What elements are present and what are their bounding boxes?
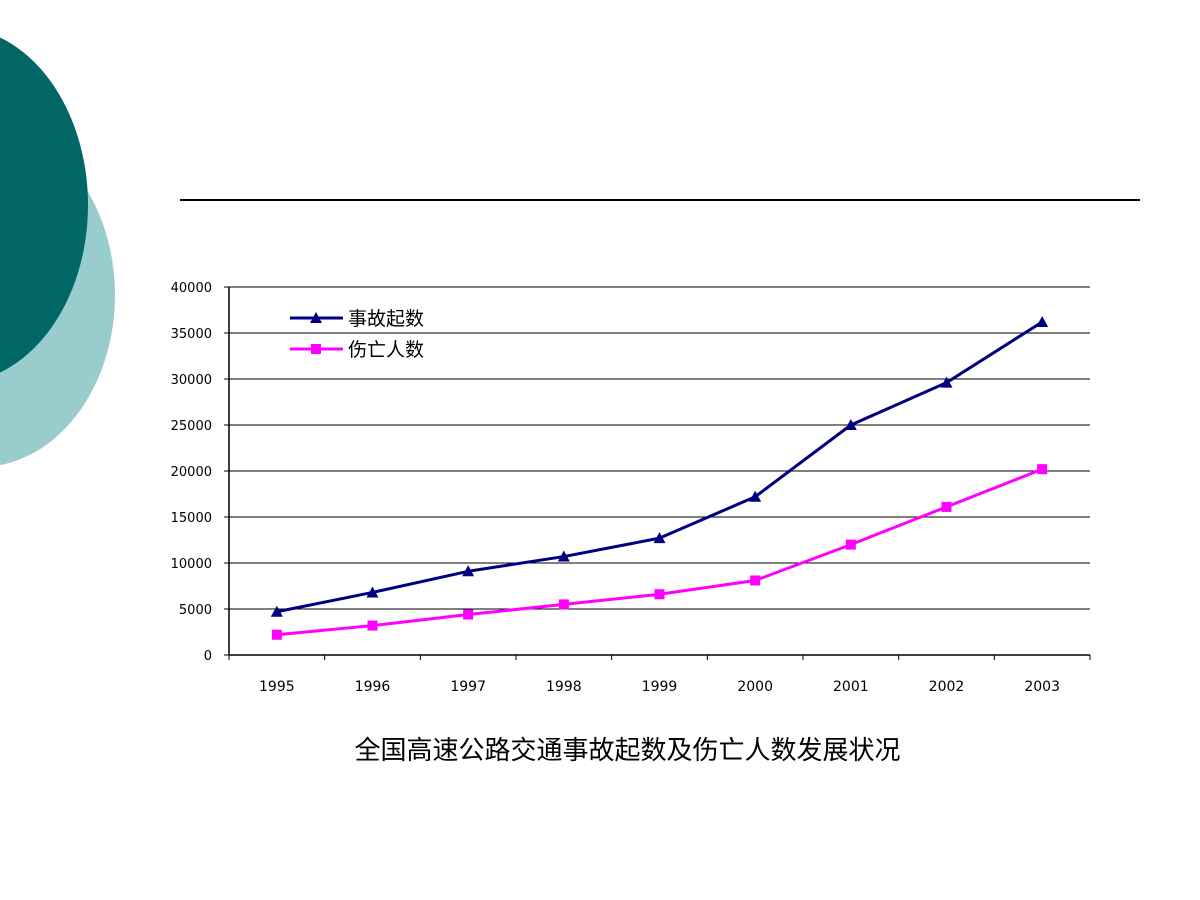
square-marker — [271, 629, 282, 640]
y-tick-label: 20000 — [171, 465, 212, 480]
chart-caption: 全国高速公路交通事故起数及伤亡人数发展状况 — [354, 736, 901, 766]
square-marker — [654, 589, 665, 600]
x-tick-label: 2003 — [1024, 679, 1060, 695]
y-tick-label: 40000 — [171, 281, 212, 296]
square-marker — [311, 344, 321, 354]
legend-label: 事故起数 — [348, 308, 424, 330]
x-tick-label: 1997 — [450, 679, 486, 695]
x-axis: 1995 1996 1997 1998 1999 2000 2001 2002 2003 — [228, 654, 1091, 695]
series-line — [276, 320, 1043, 614]
square-marker — [463, 609, 474, 620]
dark-teal-circle — [0, 37, 88, 373]
y-tick-label: 30000 — [171, 373, 212, 388]
square-marker — [367, 620, 378, 631]
triangle-marker — [653, 532, 666, 544]
x-tick-label: 2001 — [833, 679, 869, 695]
title-divider-line — [180, 199, 1140, 201]
y-tick-label: 15000 — [171, 511, 212, 526]
triangle-marker — [940, 376, 953, 388]
line-chart: 0 5000 10000 15000 20000 25000 30000 35000 40000… — [171, 281, 1091, 695]
x-tick-label: 2000 — [737, 679, 773, 695]
square-marker — [558, 599, 569, 610]
x-tick-label: 1995 — [259, 679, 295, 695]
square-marker — [750, 575, 761, 586]
triangle-marker — [270, 605, 283, 617]
y-tick-label: 10000 — [171, 557, 212, 572]
triangle-marker — [462, 565, 475, 577]
square-marker — [941, 501, 952, 512]
triangle-marker — [749, 490, 762, 502]
triangle-marker — [557, 550, 570, 562]
y-tick-label: 5000 — [179, 603, 212, 618]
legend-label: 伤亡人数 — [348, 339, 424, 361]
y-tick-label: 0 — [204, 649, 212, 664]
decorative-circles — [0, 37, 115, 466]
triangle-marker — [310, 312, 322, 323]
chart-gridlines — [229, 286, 1090, 610]
triangle-marker — [844, 419, 857, 430]
triangle-marker — [366, 586, 379, 598]
x-tick-label: 2002 — [929, 679, 965, 695]
series-line — [276, 467, 1043, 637]
chart-series — [270, 315, 1049, 640]
x-tick-label: 1999 — [642, 679, 678, 695]
y-tick-label: 35000 — [171, 327, 212, 342]
x-tick-label: 1996 — [355, 679, 391, 695]
x-tick-label: 1998 — [546, 679, 582, 695]
triangle-marker — [1036, 315, 1049, 327]
square-marker — [845, 539, 856, 550]
y-axis: 0 5000 10000 15000 20000 25000 30000 35000 40000 — [171, 281, 230, 664]
y-tick-label: 25000 — [171, 419, 212, 434]
square-marker — [1037, 464, 1048, 475]
